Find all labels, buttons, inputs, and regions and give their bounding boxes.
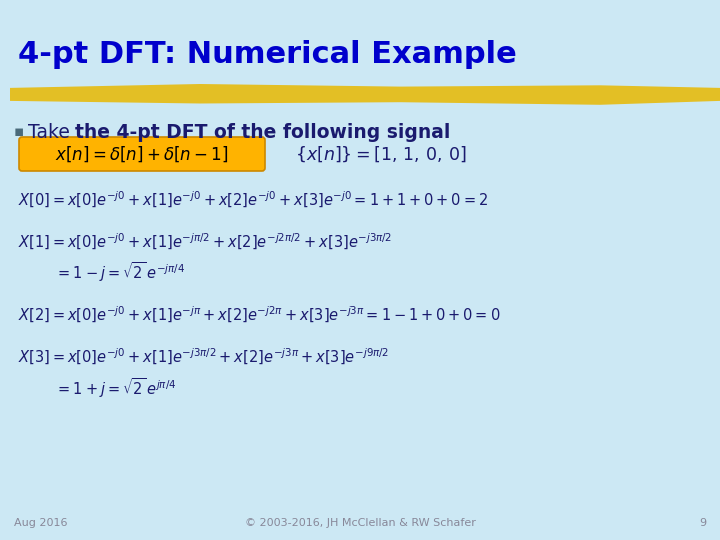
- Text: $X[2] = x[0]e^{-j0} + x[1]e^{-j\pi} + x[2]e^{-j2\pi} + x[3]e^{-j3\pi} = 1-1+0+0 : $X[2] = x[0]e^{-j0} + x[1]e^{-j\pi} + x[…: [18, 305, 500, 325]
- Text: $= 1 - j = \sqrt{2}\,e^{-j\pi/4}$: $= 1 - j = \sqrt{2}\,e^{-j\pi/4}$: [55, 260, 185, 284]
- Polygon shape: [10, 84, 720, 105]
- Text: ▪: ▪: [14, 125, 24, 139]
- Text: $\{x[n]\} = [1,\,1,\,0,\,0]$: $\{x[n]\} = [1,\,1,\,0,\,0]$: [295, 144, 467, 164]
- Text: $X[3] = x[0]e^{-j0} + x[1]e^{-j3\pi/2} + x[2]e^{-j3\pi} + x[3]e^{-j9\pi/2}$: $X[3] = x[0]e^{-j0} + x[1]e^{-j3\pi/2} +…: [18, 347, 390, 367]
- Text: $= 1 + j = \sqrt{2}\,e^{j\pi/4}$: $= 1 + j = \sqrt{2}\,e^{j\pi/4}$: [55, 376, 176, 400]
- Text: $X[1] = x[0]e^{-j0} + x[1]e^{-j\pi/2} + x[2]e^{-j2\pi/2} + x[3]e^{-j3\pi/2}$: $X[1] = x[0]e^{-j0} + x[1]e^{-j\pi/2} + …: [18, 232, 392, 252]
- Text: Aug 2016: Aug 2016: [14, 518, 68, 528]
- Text: $X[0] = x[0]e^{-j0} + x[1]e^{-j0} + x[2]e^{-j0} + x[3]e^{-j0} = 1+1+0+0 = 2$: $X[0] = x[0]e^{-j0} + x[1]e^{-j0} + x[2]…: [18, 190, 488, 210]
- Text: 9: 9: [699, 518, 706, 528]
- Text: 4-pt DFT: Numerical Example: 4-pt DFT: Numerical Example: [18, 40, 517, 69]
- FancyBboxPatch shape: [19, 137, 265, 171]
- Text: © 2003-2016, JH McClellan & RW Schafer: © 2003-2016, JH McClellan & RW Schafer: [245, 518, 475, 528]
- Text: Take: Take: [28, 123, 76, 141]
- Text: the 4-pt DFT of the following signal: the 4-pt DFT of the following signal: [75, 123, 451, 141]
- Text: $x[n] = \delta[n] + \delta[n-1]$: $x[n] = \delta[n] + \delta[n-1]$: [55, 144, 229, 164]
